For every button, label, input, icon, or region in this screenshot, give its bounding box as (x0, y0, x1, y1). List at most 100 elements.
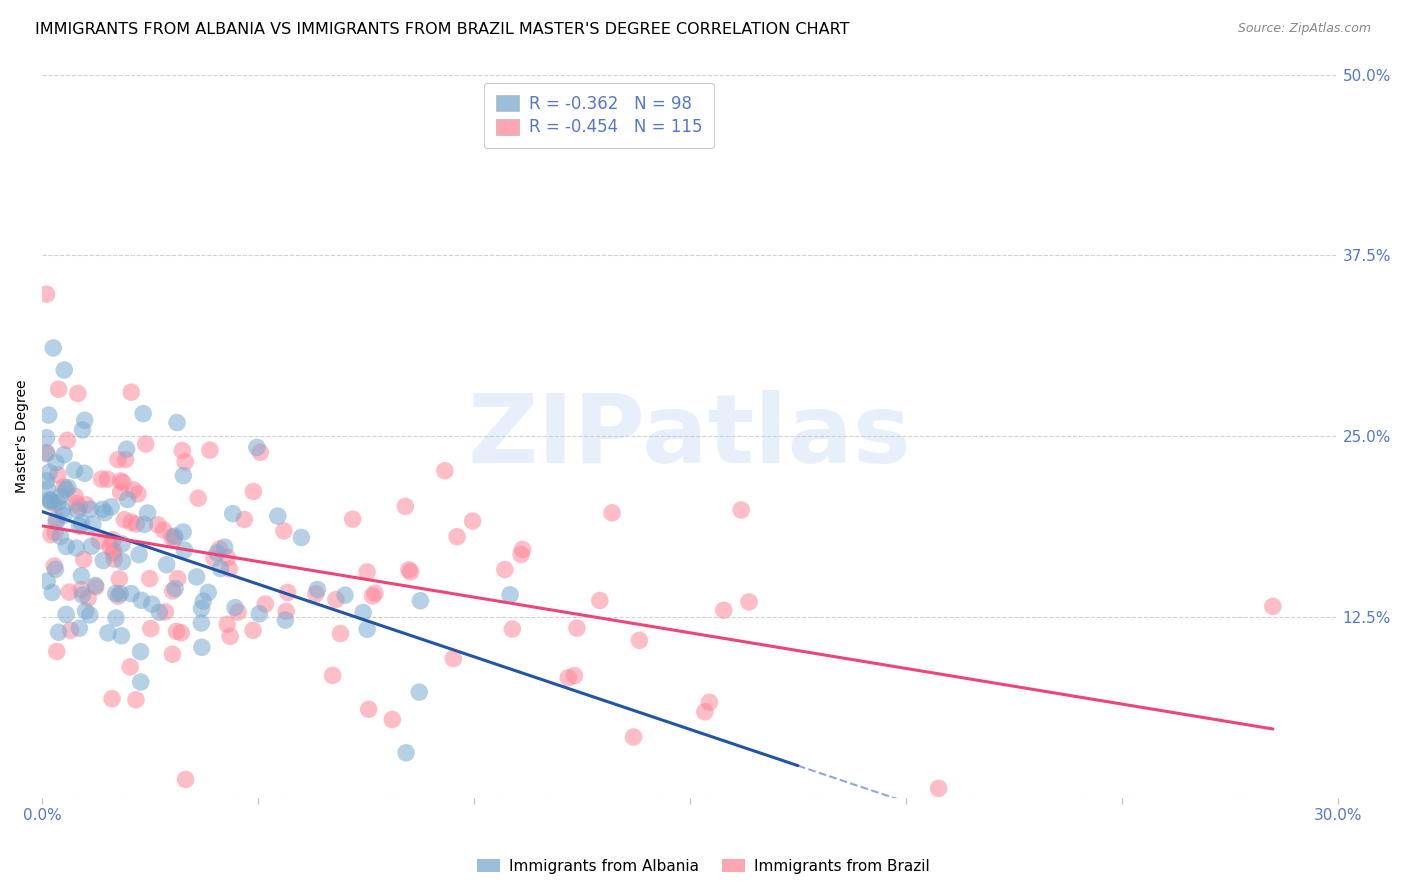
Point (557, 671, 579, 685)
Point (730, 503, 752, 517)
Point (38, 408, 60, 422)
Point (322, 668, 344, 682)
Point (433, 464, 456, 478)
Point (37, 574, 59, 589)
Point (75, 498, 97, 512)
Point (589, 593, 612, 607)
Point (233, 512, 256, 526)
Point (131, 593, 153, 607)
Point (146, 517, 169, 532)
Legend: Immigrants from Albania, Immigrants from Brazil: Immigrants from Albania, Immigrants from… (471, 853, 935, 880)
Point (56, 434, 79, 448)
Point (112, 513, 135, 527)
Point (117, 492, 139, 507)
Point (80, 539, 103, 553)
Point (90, 472, 112, 486)
Point (174, 455, 197, 469)
Point (166, 572, 188, 586)
Point (70, 569, 93, 583)
Point (125, 517, 148, 532)
Point (110, 629, 132, 643)
Point (44, 559, 66, 574)
Point (108, 587, 131, 601)
Point (129, 675, 152, 690)
Point (198, 443, 221, 458)
Point (187, 491, 209, 505)
Point (290, 531, 312, 545)
Point (305, 587, 328, 601)
Point (214, 540, 236, 554)
Point (364, 586, 387, 600)
Point (45, 644, 67, 658)
Point (219, 629, 242, 643)
Point (66, 503, 89, 517)
Point (152, 523, 174, 537)
Point (79, 607, 101, 622)
Point (52, 508, 75, 523)
Point (104, 611, 127, 625)
Point (46, 467, 69, 482)
Point (72, 588, 94, 602)
Point (94, 506, 117, 520)
Point (217, 550, 239, 565)
Point (141, 597, 163, 611)
Point (45, 456, 67, 470)
Point (35, 287, 58, 301)
Legend: R = -0.362   N = 98, R = -0.454   N = 115: R = -0.362 N = 98, R = -0.454 N = 115 (484, 83, 714, 148)
Point (111, 555, 134, 569)
Point (139, 622, 162, 636)
Point (325, 592, 347, 607)
Point (246, 441, 269, 455)
Point (115, 442, 138, 457)
Point (110, 485, 132, 500)
Point (39, 527, 62, 541)
Text: Source: ZipAtlas.com: Source: ZipAtlas.com (1237, 22, 1371, 36)
Point (79, 502, 101, 516)
Point (51, 502, 73, 516)
Point (53, 448, 76, 462)
Point (128, 548, 150, 562)
Point (73, 552, 96, 566)
Point (129, 645, 152, 659)
Point (501, 622, 523, 636)
Point (84, 580, 107, 594)
Point (205, 546, 228, 560)
Point (628, 633, 651, 648)
Point (352, 606, 374, 620)
Point (100, 500, 122, 514)
Point (103, 543, 125, 558)
Point (35, 431, 58, 445)
Point (107, 589, 129, 603)
Point (209, 561, 232, 575)
Point (174, 772, 197, 787)
Point (67, 500, 90, 514)
Point (52, 480, 75, 494)
Point (97, 626, 120, 640)
Point (103, 546, 125, 560)
Point (356, 565, 378, 579)
Point (193, 594, 215, 608)
Point (48, 495, 70, 509)
Point (408, 685, 430, 699)
Point (170, 625, 193, 640)
Point (242, 484, 264, 499)
Point (69, 519, 91, 533)
Point (65, 541, 87, 555)
Point (48, 382, 70, 396)
Point (132, 407, 155, 421)
Point (254, 597, 277, 611)
Point (499, 588, 522, 602)
Point (226, 605, 249, 619)
Point (148, 606, 170, 620)
Point (357, 702, 380, 716)
Point (160, 530, 183, 544)
Point (38, 465, 60, 479)
Point (41, 585, 63, 599)
Point (55, 540, 77, 554)
Point (307, 582, 329, 597)
Point (699, 695, 721, 709)
Point (35, 445, 58, 459)
Point (395, 746, 418, 760)
Point (1261, 599, 1284, 614)
Point (120, 660, 142, 674)
